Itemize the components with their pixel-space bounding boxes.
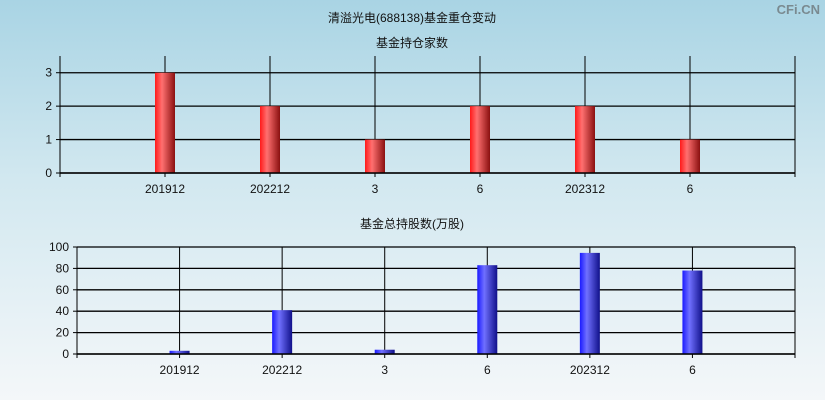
bar — [169, 350, 190, 354]
x-tick-label: 201912 — [145, 182, 185, 196]
x-tick-label: 6 — [484, 363, 491, 377]
bar — [470, 106, 490, 173]
y-tick-label: 20 — [56, 326, 70, 340]
chart1-plot: 0 1 2 3 201912 202212 3 6 202312 6 — [45, 56, 796, 196]
x-tick-label: 202212 — [262, 363, 302, 377]
bar — [579, 252, 600, 354]
watermark: CFi.CN — [777, 2, 820, 17]
x-tick-label: 202212 — [250, 182, 290, 196]
bar — [575, 106, 595, 173]
chart1-title: 基金持仓家数 — [376, 35, 448, 50]
chart2-title: 基金总持股数(万股) — [360, 216, 464, 231]
x-tick-label: 6 — [689, 363, 696, 377]
x-tick-label: 201912 — [160, 363, 200, 377]
main-title: 清溢光电(688138)基金重仓变动 — [328, 10, 496, 25]
y-tick-label: 60 — [56, 283, 70, 297]
bar — [272, 310, 293, 354]
x-tick-label: 3 — [372, 182, 379, 196]
y-tick-label: 80 — [56, 261, 70, 275]
bar — [260, 106, 280, 173]
y-tick-label: 0 — [62, 347, 69, 361]
x-tick-label: 6 — [477, 182, 484, 196]
bar — [477, 265, 498, 354]
bar — [682, 270, 703, 354]
y-tick-label: 3 — [45, 66, 52, 80]
bar — [155, 72, 175, 173]
y-tick-label: 2 — [45, 99, 52, 113]
y-tick-label: 100 — [49, 240, 69, 254]
y-tick-label: 40 — [56, 304, 70, 318]
bar — [680, 139, 700, 173]
bar — [365, 139, 385, 173]
y-tick-label: 1 — [45, 133, 52, 147]
x-tick-label: 6 — [687, 182, 694, 196]
chart2-plot: 0 20 40 60 80 100 201912 202212 3 6 202312 6 — [49, 240, 796, 377]
y-tick-label: 0 — [45, 166, 52, 180]
bar — [374, 349, 395, 354]
x-tick-label: 202312 — [565, 182, 605, 196]
x-tick-label: 202312 — [570, 363, 610, 377]
x-tick-label: 3 — [381, 363, 388, 377]
